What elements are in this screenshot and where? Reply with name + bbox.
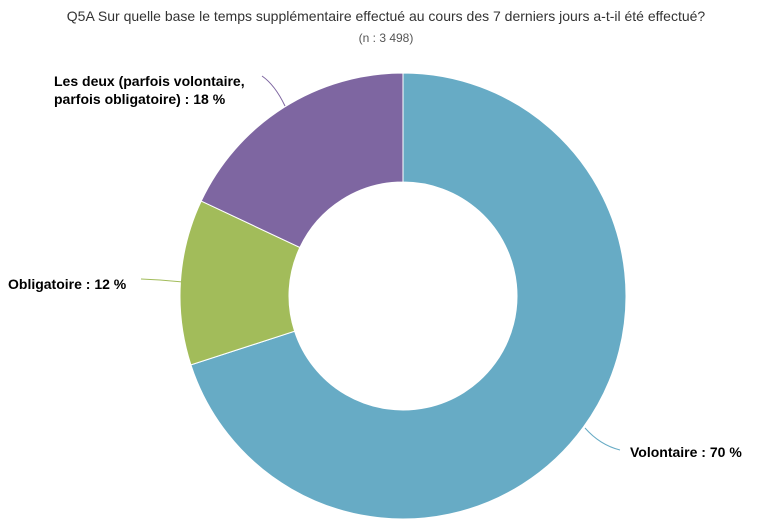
label-volontaire: Volontaire : 70 % [630, 444, 742, 460]
label-les-deux-line2: parfois obligatoire) : 18 % [54, 91, 226, 107]
label-obligatoire: Obligatoire : 12 % [8, 276, 127, 292]
chart-subtitle: (n : 3 498) [358, 31, 414, 45]
leader-line-volontaire [584, 427, 621, 451]
leader-line-obligatoire [140, 278, 184, 283]
slice-volontaire [190, 72, 627, 520]
label-les-deux: Les deux (parfois volontaire, parfois ob… [54, 72, 245, 108]
slice-les-deux [200, 72, 404, 249]
label-les-deux-line1: Les deux (parfois volontaire, [54, 73, 245, 89]
leader-line-les-deux [261, 75, 286, 107]
chart-title: Q5A Sur quelle base le temps supplémenta… [66, 8, 706, 24]
